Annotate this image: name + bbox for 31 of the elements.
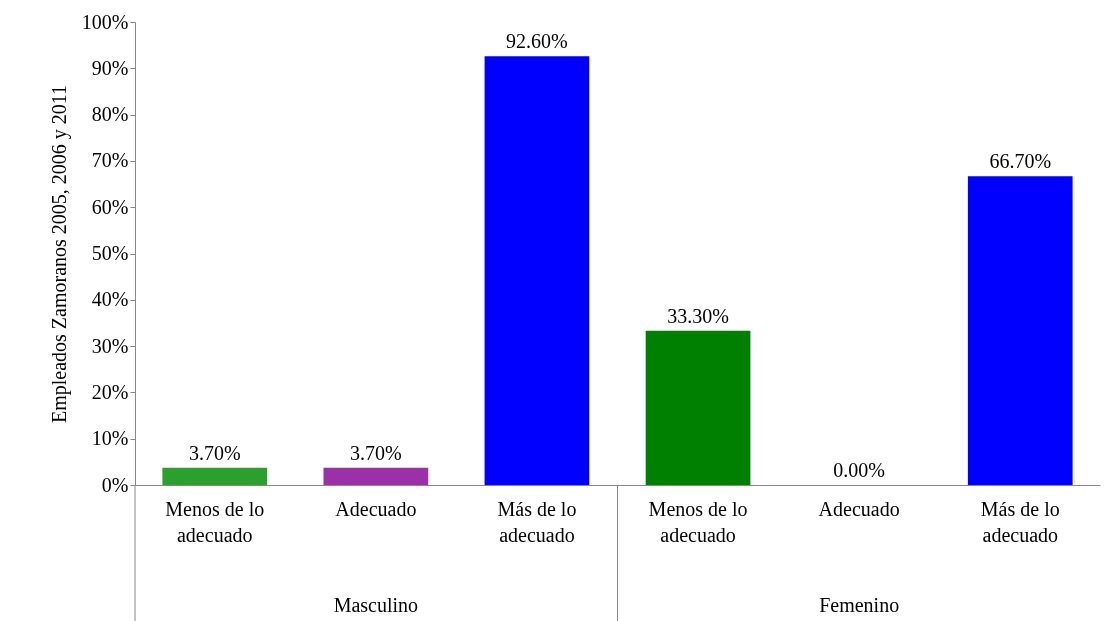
data-label: 3.70% (188, 441, 241, 464)
bar (645, 330, 751, 485)
y-tick-label: 80% (91, 103, 129, 126)
y-tick-label: 100% (81, 10, 129, 33)
x-tick-label: Menos de lo adecuado (165, 497, 265, 546)
y-tick-label: 30% (91, 334, 129, 357)
data-label: 0.00% (833, 459, 885, 481)
bar (162, 467, 268, 485)
y-tick-label: 40% (91, 288, 129, 311)
text: Femenino (819, 594, 900, 616)
y-tick-label: 90% (91, 56, 129, 79)
y-tick-label: 20% (91, 380, 129, 403)
y-tick-label: 0% (101, 473, 129, 496)
y-tick-label: 70% (91, 149, 129, 172)
bar (323, 467, 429, 485)
text: Masculino (333, 594, 419, 616)
y-axis-title: Empleados Zamoranos 2005, 2006 y 2011 (47, 84, 71, 424)
x-tick-label: Más de lo adecuado (980, 497, 1060, 546)
data-label: 66.70% (989, 150, 1052, 173)
data-label: 92.60% (506, 30, 568, 53)
x-tick-label: Adecuado (335, 497, 417, 520)
bar (967, 176, 1073, 485)
bar (484, 56, 590, 485)
x-tick-label: Adecuado (818, 497, 900, 520)
x-tick-label: Menos de lo adecuado (648, 497, 748, 546)
data-label: 33.30% (667, 304, 729, 327)
data-label: 3.70% (350, 441, 402, 464)
y-tick-label: 60% (91, 195, 129, 218)
y-tick-label: 50% (91, 242, 129, 264)
x-tick-label: Más de lo adecuado (497, 497, 577, 546)
y-tick-label: 10% (91, 427, 129, 450)
